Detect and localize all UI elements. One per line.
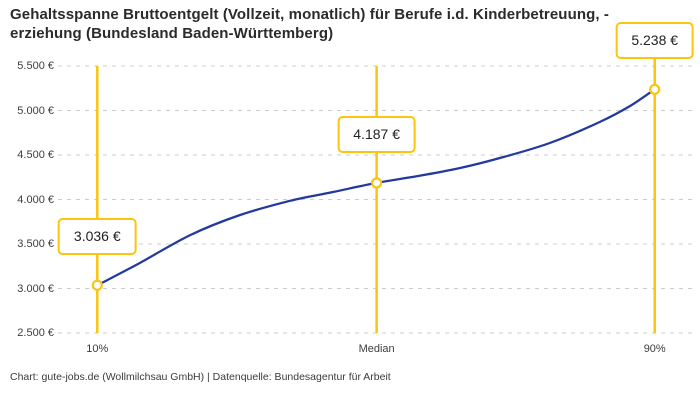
y-axis-tick-label: 4.000 € — [17, 193, 54, 206]
y-axis-tick-label: 5.000 € — [17, 104, 54, 117]
y-axis-tick-label: 3.500 € — [17, 238, 54, 250]
x-axis-tick-label: 10% — [86, 343, 109, 355]
y-axis-tick-label: 3.000 € — [17, 282, 54, 295]
y-axis-tick-label: 4.500 € — [17, 149, 54, 161]
chart-title-line2: erziehung (Bundesland Baden-Württemberg) — [10, 25, 334, 42]
data-point-marker[interactable] — [371, 177, 383, 189]
y-axis-tick-label: 2.500 € — [17, 327, 54, 339]
chart-title-line1: Gehaltsspanne Bruttoentgelt (Vollzeit, m… — [10, 6, 609, 23]
y-axis-tick-label: 5.500 € — [17, 60, 54, 72]
chart-footer: Chart: gute-jobs.de (Wollmilchsau GmbH) … — [10, 371, 391, 383]
x-axis-tick-label: Median — [358, 343, 395, 355]
value-label-box: 5.238 € — [615, 22, 695, 60]
chart-title: Gehaltsspanne Bruttoentgelt (Vollzeit, m… — [10, 5, 670, 43]
x-axis-tick-label: 90% — [643, 343, 666, 355]
value-label-box: 3.036 € — [57, 218, 137, 256]
salary-curve — [96, 88, 656, 287]
value-label-box: 4.187 € — [337, 115, 416, 153]
data-point-marker[interactable] — [649, 83, 661, 95]
data-point-marker[interactable] — [91, 279, 103, 291]
